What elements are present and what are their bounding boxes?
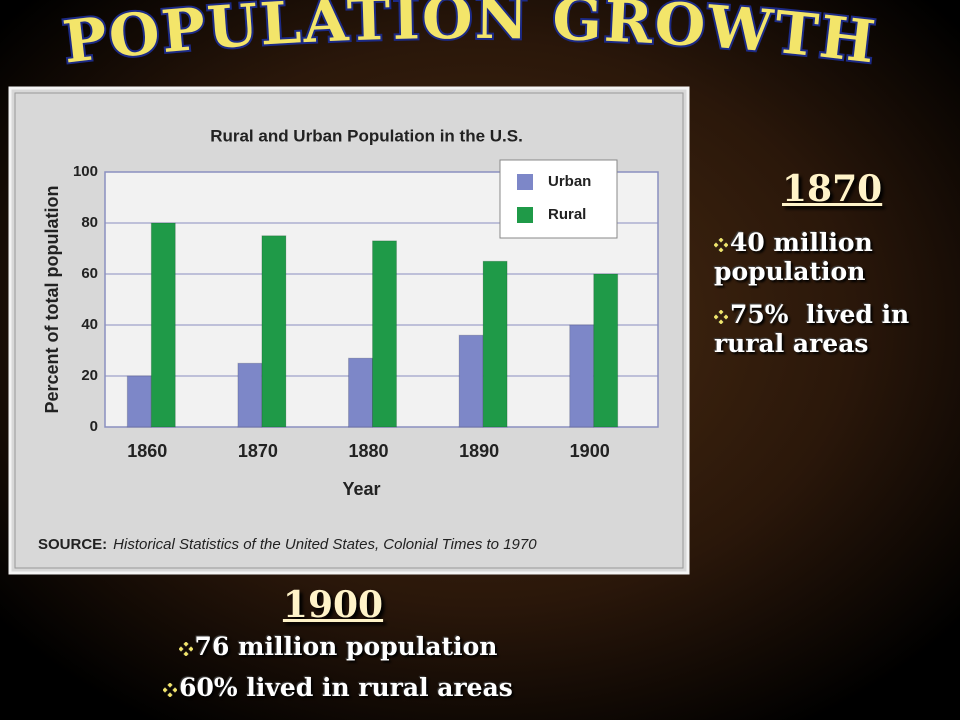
legend-swatch — [517, 174, 533, 190]
legend-swatch — [517, 207, 533, 223]
bar — [348, 357, 373, 428]
source-text: Historical Statistics of the United Stat… — [113, 536, 537, 553]
x-tick-label: 1890 — [459, 441, 499, 461]
chart-title: Rural and Urban Population in the U.S. — [210, 126, 523, 145]
bar — [458, 334, 484, 428]
heading-1900: 1900 — [282, 584, 384, 626]
bar — [237, 362, 263, 428]
x-tick-label: 1860 — [127, 441, 167, 461]
x-tick-label: 1900 — [570, 441, 610, 461]
bullet-item: 40 million population — [714, 228, 954, 286]
bullet-text: 75% lived in rural areas — [714, 300, 918, 358]
legend-box — [499, 159, 618, 239]
bar — [126, 375, 152, 428]
y-axis-label: Percent of total population — [42, 186, 62, 414]
y-tick-label: 60 — [81, 265, 98, 282]
bullet-item: 60% lived in rural areas — [0, 673, 676, 702]
bar — [482, 260, 508, 428]
bar — [261, 235, 287, 428]
heading-1870: 1870 — [782, 168, 883, 210]
source-label: SOURCE: — [38, 536, 107, 553]
chart-frame-inner — [14, 92, 684, 569]
source-note: SOURCE: Historical Statistics of the Unit… — [38, 536, 537, 553]
bullet-text: 76 million population — [194, 632, 498, 661]
bar — [150, 222, 176, 428]
chart: Rural and Urban Population in the U.S. Pe… — [38, 126, 659, 553]
bar — [372, 240, 397, 428]
bullet-icon — [163, 682, 178, 697]
y-tick-label: 100 — [73, 163, 98, 180]
x-tick-label: 1880 — [348, 441, 388, 461]
bullet-item: 76 million population — [0, 632, 676, 661]
y-tick-label: 20 — [81, 367, 98, 384]
x-axis-label: Year — [342, 479, 380, 499]
bullet-item: 75% lived in rural areas — [714, 300, 954, 358]
bullet-icon — [714, 309, 728, 324]
bullets-1870: 40 million population 75% lived in rural… — [714, 228, 954, 358]
y-tick-label: 0 — [90, 418, 98, 435]
bullets-1900: 76 million population 60% lived in rural… — [0, 632, 676, 702]
legend-label: Rural — [548, 206, 586, 223]
bullet-icon — [714, 237, 728, 252]
legend-label: Urban — [548, 173, 591, 190]
bullet-text: 60% lived in rural areas — [179, 673, 513, 702]
bullet-text: 40 million population — [714, 228, 873, 286]
bullet-icon — [178, 641, 193, 656]
y-tick-label: 80 — [81, 214, 98, 231]
bar — [569, 324, 595, 428]
bar — [593, 273, 619, 428]
x-tick-label: 1870 — [238, 441, 278, 461]
y-tick-label: 40 — [81, 316, 98, 333]
